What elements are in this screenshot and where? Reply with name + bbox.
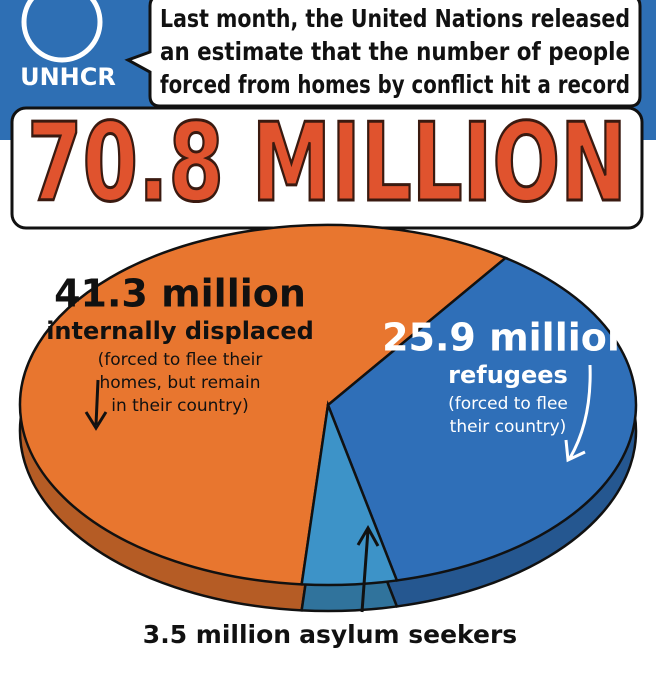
speech-bubble: [124, 0, 642, 108]
headline-line: an estimate that the number of people: [160, 37, 630, 66]
slice-note: their country): [450, 417, 567, 437]
category-label: refugees: [448, 361, 568, 389]
category-label: asylum seekers: [299, 620, 517, 649]
value-label: 41.3 million: [54, 272, 306, 316]
logo: UNHCR: [20, 0, 116, 91]
logo-text: UNHCR: [20, 63, 116, 91]
headline-line: forced from homes by conflict hit a reco…: [160, 70, 630, 99]
slice: [18, 223, 508, 586]
pointer-arrow: [356, 524, 380, 613]
headline-line: Last month, the United Nations released: [160, 4, 630, 33]
pointer-arrow: [564, 364, 592, 463]
pointer-arrow: [84, 379, 108, 431]
slice: [326, 256, 638, 582]
headline: Last month, the United Nations released a…: [160, 4, 630, 99]
slice-note: (forced to flee: [448, 394, 568, 414]
slice-note: in their country): [111, 396, 249, 416]
total-label: 70.8 MILLION: [27, 101, 627, 226]
value-label: 3.5 million: [143, 620, 291, 649]
slice-note: (forced to flee their: [98, 350, 263, 370]
logo-emblem: [21, 0, 103, 63]
slice-note: homes, but remain: [99, 373, 260, 393]
asylum-label: 3.5 million asylum seekers: [143, 620, 517, 649]
value-label: 25.9 million: [382, 316, 634, 360]
category-label: internally displaced: [46, 317, 314, 345]
pie: [18, 223, 638, 613]
